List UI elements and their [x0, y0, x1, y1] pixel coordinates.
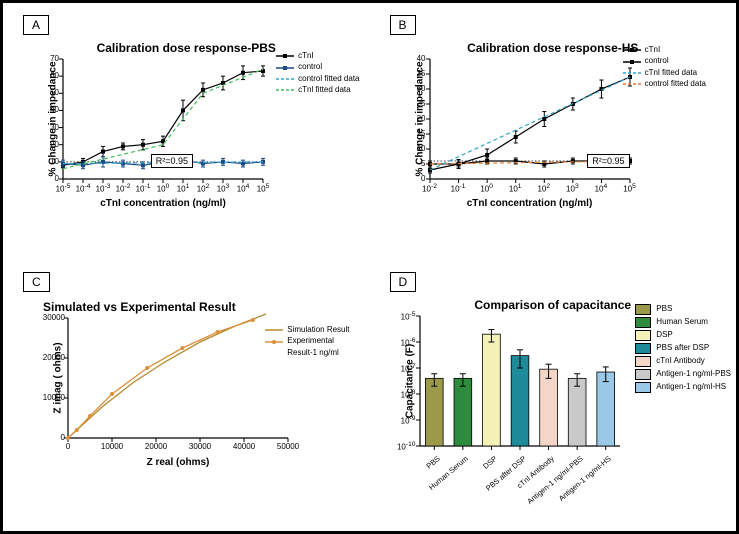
panel-c-xlabel: Z real (ohms)	[68, 457, 288, 468]
panel-b-legend: cTnIcontrolcTnl fitted datacontrol fitte…	[623, 45, 706, 91]
panel-a: A Calibration dose response-PBS % Change…	[13, 13, 360, 266]
panel-d-ylabel: Capacitance (F)	[404, 344, 415, 418]
panel-c-svg	[68, 318, 288, 438]
panel-d-legend: PBSHuman SerumDSPPBS after DSPcTnI Antib…	[635, 303, 731, 394]
panel-d-svg	[420, 316, 620, 446]
panel-b-plot: % Change in impedance cTnI concentration…	[430, 59, 630, 179]
panel-d-plot: Capacitance (F) 10-1010-910-810-710-610-…	[420, 316, 620, 446]
panel-d: D Comparison of capacitance Capacitance …	[380, 270, 727, 523]
panel-c-title: Simulated vs Experimental Result	[43, 300, 360, 314]
panel-a-r2: R²=0.95	[151, 154, 193, 168]
figure-frame: A Calibration dose response-PBS % Change…	[0, 0, 739, 534]
panel-b-label: B	[390, 15, 416, 35]
panel-c: C Simulated vs Experimental Result Z ima…	[13, 270, 360, 523]
panel-a-plot: % Change in impedance cTnI concentration…	[63, 59, 263, 179]
panel-b-r2: R²=0.95	[587, 154, 629, 168]
panel-grid: A Calibration dose response-PBS % Change…	[13, 13, 726, 523]
panel-a-legend: cTnIcontrolcontrol fitted datacTnl fitte…	[276, 51, 359, 97]
panel-c-plot: Z imag ( ohms) Z real (ohms) 01000020000…	[68, 318, 288, 438]
panel-d-label: D	[390, 272, 417, 292]
panel-c-legend: Simulation ResultExperimentalResult-1 ng…	[265, 325, 349, 359]
panel-a-xlabel: cTnI concentration (ng/ml)	[63, 198, 263, 209]
panel-c-label: C	[23, 272, 50, 292]
panel-a-label: A	[23, 15, 49, 35]
panel-b-xlabel: cTnI concentration (ng/ml)	[430, 198, 630, 209]
panel-b: B Calibration dose response-HS % Change …	[380, 13, 727, 266]
